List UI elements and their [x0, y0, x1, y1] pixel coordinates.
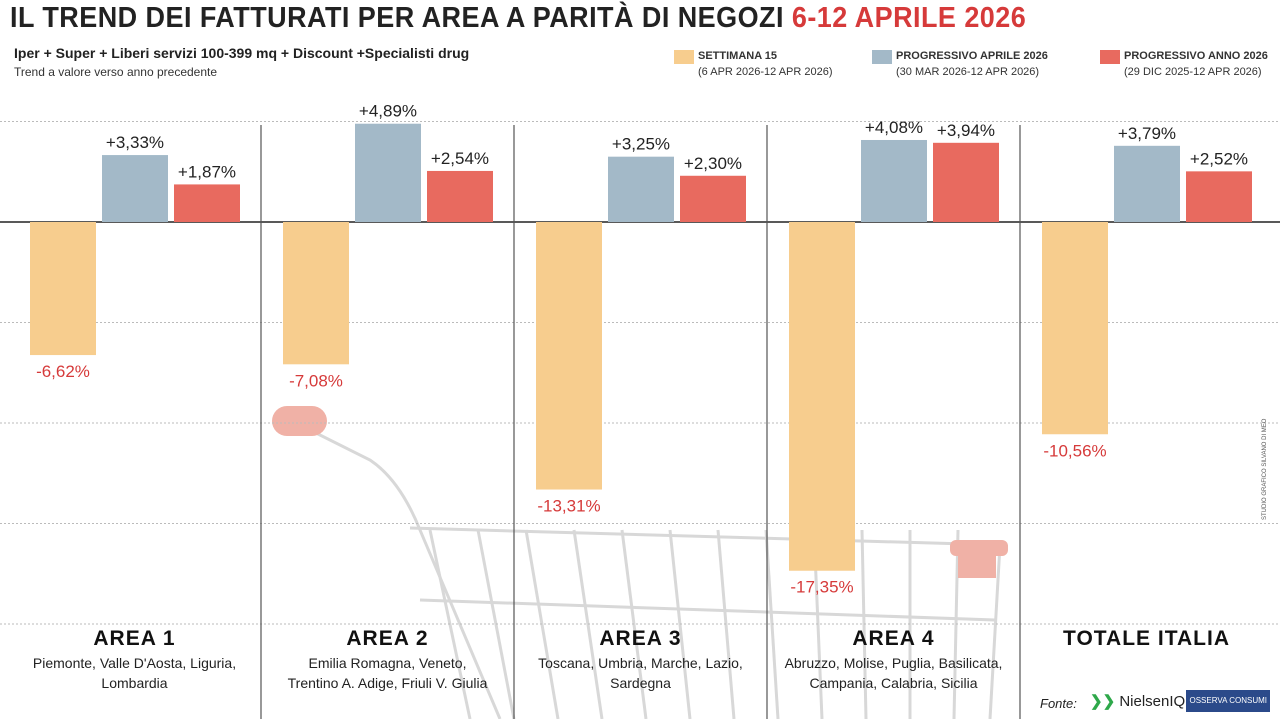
data-label: -17,35% — [790, 578, 853, 597]
page-title: IL TREND DEI FATTURATI PER AREA A PARITÀ… — [10, 2, 1026, 35]
bar-settimana — [30, 222, 96, 356]
data-label: +3,94% — [937, 121, 995, 140]
source-label: Fonte: — [1040, 696, 1077, 711]
data-label: -6,62% — [36, 362, 90, 381]
nielseniq-logo: ❯❯ NielsenIQ — [1090, 693, 1186, 710]
area-regions: Trentino A. Adige, Friuli V. Giulia — [287, 675, 488, 691]
bar-anno — [427, 170, 493, 222]
area-regions: Emilia Romagna, Veneto, — [308, 655, 467, 671]
data-label: +3,79% — [1118, 124, 1176, 143]
legend-label: SETTIMANA 15 — [698, 50, 778, 62]
bar-settimana — [283, 222, 349, 365]
bar-aprile — [1114, 145, 1180, 222]
area-name: AREA 2 — [346, 627, 429, 650]
area-label: AREA 3 Toscana, Umbria, Marche, Lazio, Sar… — [514, 627, 767, 693]
area-regions: Abruzzo, Molise, Puglia, Basilicata, — [784, 655, 1003, 671]
area-name: TOTALE ITALIA — [1063, 627, 1230, 650]
data-label: +3,33% — [106, 133, 164, 152]
bar-aprile — [608, 156, 674, 222]
area-label: AREA 1 Piemonte, Valle D'Aosta, Liguria, L… — [8, 627, 261, 693]
bar-anno — [174, 184, 240, 222]
data-label: -10,56% — [1043, 441, 1106, 460]
title-date: 6-12 APRILE 2026 — [791, 2, 1027, 34]
legend-label: PROGRESSIVO ANNO 2026 — [1124, 50, 1268, 62]
bar-aprile — [102, 155, 168, 222]
data-label: +2,54% — [431, 149, 489, 168]
legend-swatch — [1100, 50, 1120, 64]
bar-settimana — [1042, 222, 1108, 435]
legend-period: (29 DIC 2025-12 APR 2026) — [1124, 66, 1262, 78]
area-label: AREA 2 Emilia Romagna, Veneto, Trentino A.… — [261, 627, 514, 693]
bar-anno — [1186, 171, 1252, 222]
area-regions: Campania, Calabria, Sicilia — [809, 675, 978, 691]
legend-label: PROGRESSIVO APRILE 2026 — [896, 50, 1048, 62]
area-label: AREA 4 Abruzzo, Molise, Puglia, Basilicat… — [767, 627, 1020, 693]
area-regions: Piemonte, Valle D'Aosta, Liguria, — [32, 655, 237, 671]
cart-handle — [272, 406, 327, 436]
subtitle: Iper + Super + Liberi servizi 100-399 mq… — [14, 45, 470, 61]
data-label: +4,08% — [865, 118, 923, 137]
legend-swatch — [674, 50, 694, 64]
data-label: +3,25% — [612, 135, 670, 154]
area-regions: Toscana, Umbria, Marche, Lazio, — [538, 655, 743, 671]
area-regions: Sardegna — [610, 675, 671, 691]
bar-anno — [933, 142, 999, 222]
area-label: TOTALE ITALIA — [1020, 627, 1273, 653]
area-name: AREA 3 — [599, 627, 682, 650]
bar-settimana — [789, 222, 855, 571]
data-label: +2,30% — [684, 154, 742, 173]
bar-aprile — [355, 123, 421, 222]
area-name: AREA 4 — [852, 627, 935, 650]
legend-period: (30 MAR 2026-12 APR 2026) — [896, 66, 1040, 78]
data-label: -13,31% — [537, 497, 600, 516]
data-label: +2,52% — [1190, 149, 1248, 168]
osserva-consumi-logo: OSSERVA CONSUMI — [1186, 690, 1270, 712]
data-label: +4,89% — [359, 102, 417, 121]
note: Trend a valore verso anno precedente — [14, 65, 218, 79]
credit: STUDIO GRAFICO SILVANO DI MEO — [1262, 418, 1268, 520]
legend-period: (6 APR 2026-12 APR 2026) — [698, 66, 833, 78]
area-name: AREA 1 — [93, 627, 176, 650]
area-regions: Lombardia — [101, 675, 168, 691]
bar-aprile — [861, 139, 927, 222]
legend-swatch — [872, 50, 892, 64]
bar-settimana — [536, 222, 602, 490]
title-text: IL TREND DEI FATTURATI PER AREA A PARITÀ… — [10, 2, 784, 34]
bar-anno — [680, 175, 746, 222]
data-label: +1,87% — [178, 162, 236, 181]
data-label: -7,08% — [289, 371, 343, 390]
